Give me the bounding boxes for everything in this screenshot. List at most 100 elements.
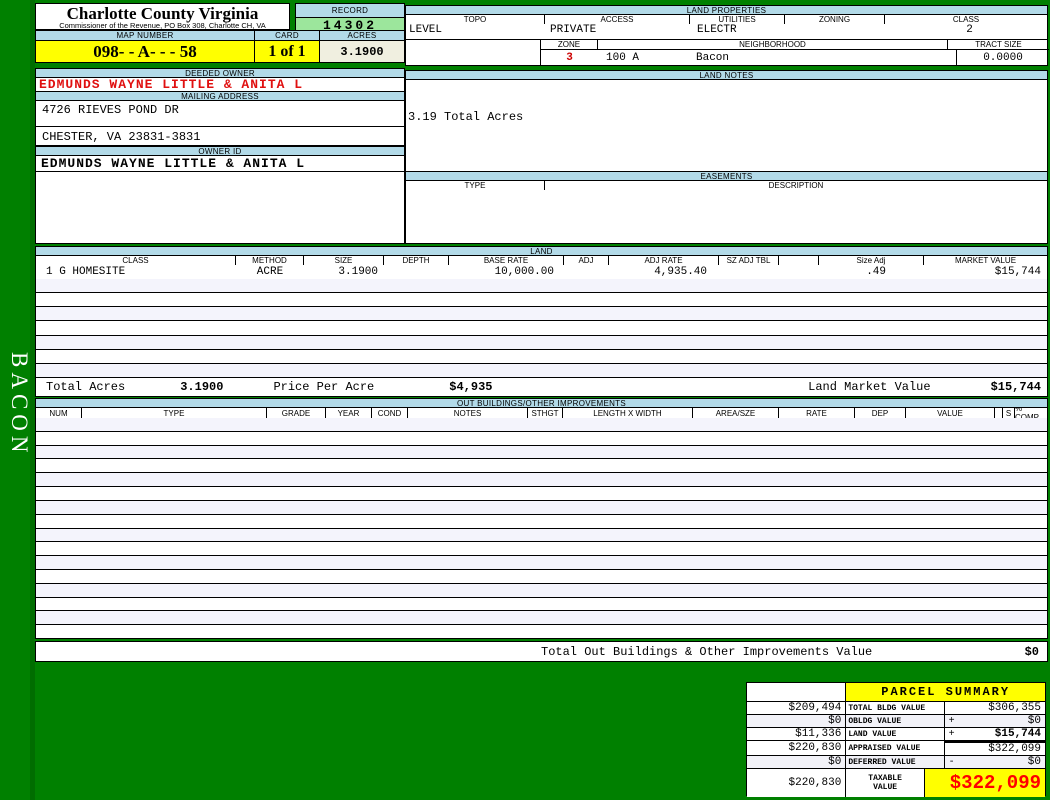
topo-value: LEVEL bbox=[409, 24, 443, 36]
land-col-method: METHOD bbox=[236, 256, 304, 265]
access-value: PRIVATE bbox=[550, 24, 597, 36]
parcel-summary-title: PARCEL SUMMARY bbox=[846, 683, 1045, 701]
map-number-value: 098- - A- - - 58 bbox=[35, 40, 255, 63]
land-value: $15,744 bbox=[994, 728, 1041, 740]
summary-row-appraised: $220,830 APPRAISED VALUE $322,099 bbox=[747, 740, 1045, 755]
obldg-value: $0 bbox=[1027, 715, 1041, 727]
land-data-row: 1 G HOMESITE ACRE 3.1900 10,000.00 4,935… bbox=[35, 265, 1048, 280]
prior-total-bldg-value: $209,494 bbox=[747, 702, 847, 714]
empty-table-row bbox=[36, 363, 1047, 377]
empty-table-row bbox=[36, 556, 1047, 570]
outb-col-rate: RATE bbox=[779, 408, 855, 418]
acres-value: 3.1900 bbox=[319, 40, 405, 63]
land-note-text: 3.19 Total Acres bbox=[408, 110, 524, 124]
appraised-value: $322,099 bbox=[988, 743, 1041, 755]
total-acres-value: 3.1900 bbox=[180, 380, 224, 394]
summary-row-taxable: $220,830 TAXABLE VALUE $322,099 bbox=[747, 768, 1045, 797]
empty-table-row bbox=[36, 445, 1047, 460]
empty-table-row bbox=[36, 279, 1047, 294]
class-value: 2 bbox=[966, 24, 973, 36]
prior-deferred-value: $0 bbox=[747, 756, 847, 768]
total-bldg-value: $306,355 bbox=[988, 702, 1041, 714]
land-col-blank bbox=[779, 256, 819, 265]
land-op: + bbox=[948, 728, 955, 740]
land-properties-values: LEVEL PRIVATE ELECTR 2 bbox=[405, 24, 1048, 40]
card-value: 1 of 1 bbox=[254, 40, 320, 63]
tract-size-label: TRACT SIZE bbox=[975, 39, 1022, 49]
land-col-size-adj: Size Adj bbox=[819, 256, 924, 265]
outb-col-sthgt: STHGT bbox=[528, 408, 563, 418]
empty-table-row bbox=[36, 418, 1047, 432]
taxable-value-label: TAXABLE VALUE bbox=[846, 769, 925, 797]
zone-code: 100 A bbox=[606, 52, 640, 64]
land-row-class: 1 G HOMESITE bbox=[46, 266, 126, 278]
out-buildings-total-row: Total Out Buildings & Other Improvements… bbox=[35, 641, 1048, 662]
empty-table-row bbox=[36, 293, 1047, 308]
prior-appraised-value: $220,830 bbox=[747, 741, 847, 755]
empty-table-row bbox=[36, 321, 1047, 336]
empty-table-row bbox=[36, 349, 1047, 364]
zone-label: ZONE bbox=[541, 39, 598, 49]
left-edge-strip bbox=[30, 0, 35, 800]
parcel-summary: PARCEL SUMMARY $209,494 TOTAL BLDG VALUE… bbox=[746, 682, 1046, 797]
land-row-market-value: $15,744 bbox=[994, 266, 1041, 278]
tract-size-value: 0.0000 bbox=[956, 50, 1049, 66]
mailing-address-box: 4726 RIEVES POND DR CHESTER, VA 23831-38… bbox=[35, 100, 405, 146]
land-col-depth: DEPTH bbox=[384, 256, 449, 265]
access-label: ACCESS bbox=[545, 15, 690, 24]
empty-table-row bbox=[36, 569, 1047, 584]
empty-table-row bbox=[36, 583, 1047, 598]
easement-type-label: TYPE bbox=[406, 181, 545, 190]
zone-value: 3 bbox=[566, 52, 573, 64]
prior-obldg-value: $0 bbox=[747, 715, 847, 727]
address-line2: CHESTER, VA 23831-3831 bbox=[42, 129, 201, 144]
land-market-value-total: $15,744 bbox=[990, 380, 1041, 394]
zoning-value bbox=[792, 24, 892, 39]
land-col-class: CLASS bbox=[36, 256, 236, 265]
neighborhood-label: NEIGHBORHOOD bbox=[598, 39, 948, 49]
owner-panel-empty-area bbox=[35, 171, 405, 244]
land-col-adj-rate: ADJ RATE bbox=[609, 256, 719, 265]
deferred-op: - bbox=[948, 756, 955, 768]
land-row-size-adj: .49 bbox=[866, 266, 886, 278]
empty-table-row bbox=[36, 528, 1047, 543]
empty-table-row bbox=[36, 514, 1047, 529]
appraised-value-label: APPRAISED VALUE bbox=[846, 741, 945, 755]
total-bldg-value-cell: $306,355 bbox=[944, 702, 1045, 714]
empty-table-row bbox=[36, 542, 1047, 557]
empty-table-row bbox=[36, 487, 1047, 501]
empty-table-row bbox=[36, 431, 1047, 446]
obldg-op: + bbox=[948, 715, 955, 727]
price-per-acre-label: Price Per Acre bbox=[273, 380, 375, 394]
land-col-adj: ADJ bbox=[564, 256, 609, 265]
land-totals-row: Total Acres 3.1900 Price Per Acre $4,935… bbox=[35, 377, 1048, 397]
summary-row-land: $11,336 LAND VALUE + $15,744 bbox=[747, 727, 1045, 740]
land-col-sz-adj-tbl: SZ ADJ TBL bbox=[719, 256, 779, 265]
total-acres-label: Total Acres bbox=[46, 380, 126, 394]
total-bldg-value-label: TOTAL BLDG VALUE bbox=[846, 702, 945, 714]
appraised-value-cell: $322,099 bbox=[944, 741, 1045, 755]
land-row-adj-rate: 4,935.40 bbox=[654, 266, 707, 278]
summary-row-deferred: $0 DEFERRED VALUE - $0 bbox=[747, 755, 1045, 768]
empty-table-row bbox=[36, 611, 1047, 626]
outb-col-cond: COND bbox=[372, 408, 408, 418]
deferred-value: $0 bbox=[1027, 756, 1041, 768]
outb-col-value: VALUE bbox=[906, 408, 995, 418]
address-line1: 4726 RIEVES POND DR bbox=[36, 101, 404, 127]
parcel-summary-header-row: PARCEL SUMMARY bbox=[747, 683, 1045, 701]
land-notes-box: 3.19 Total Acres bbox=[405, 79, 1048, 172]
deferred-value-cell: - $0 bbox=[944, 756, 1045, 768]
utilities-value: ELECTR bbox=[697, 24, 737, 36]
price-per-acre-value: $4,935 bbox=[449, 380, 493, 394]
outb-col-pct-comp: % COMP bbox=[1015, 408, 1039, 418]
record-label: RECORD bbox=[295, 3, 405, 18]
owner-id-value: EDMUNDS WAYNE LITTLE & ANITA L bbox=[35, 155, 405, 172]
land-row-method: ACRE bbox=[256, 266, 284, 278]
outb-col-s: S bbox=[1003, 408, 1015, 418]
out-buildings-total-value: $0 bbox=[1024, 644, 1039, 659]
outb-col-dep: DEP bbox=[855, 408, 906, 418]
obldg-value-label: OBLDG VALUE bbox=[846, 715, 945, 727]
deeded-owner-value: EDMUNDS WAYNE LITTLE & ANITA L bbox=[35, 77, 405, 92]
out-buildings-empty-rows bbox=[35, 418, 1048, 639]
